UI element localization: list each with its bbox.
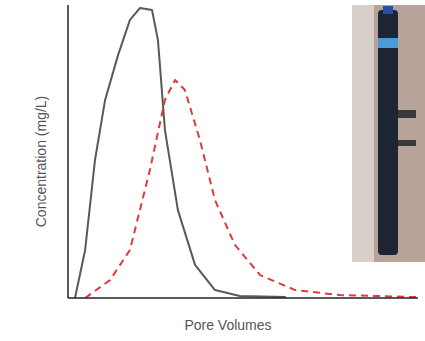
photo-band [378,38,398,48]
x-axis-label: Pore Volumes [184,317,271,333]
chart: Pore Volumes Concentration (mg/L) [0,0,425,341]
x-axis [68,297,418,299]
line-series [75,8,285,298]
photo-inset [352,5,425,262]
photo-background [352,5,425,262]
photo-wall [352,5,374,262]
y-axis [67,5,69,298]
photo-cap [383,6,393,14]
line-series [85,80,418,298]
photo-clamp [398,140,416,146]
photo-column [378,10,398,255]
plot-area [75,8,418,298]
photo-clamp [398,110,416,118]
y-axis-label: Concentration (mg/L) [33,96,49,228]
